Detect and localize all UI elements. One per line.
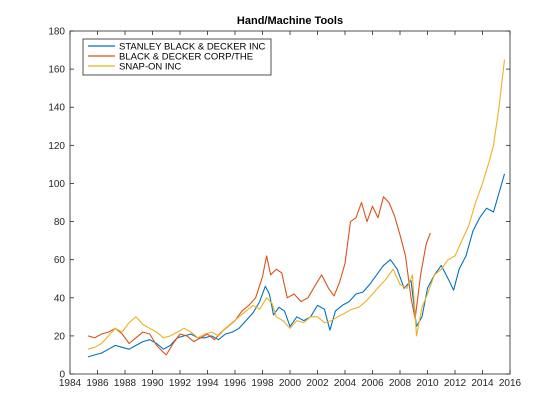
legend-label-3: SNAP-ON INC [119, 61, 181, 72]
x-tick-label: 2008 [389, 378, 412, 389]
x-tick-label: 2012 [444, 378, 467, 389]
x-tick-label: 2006 [361, 378, 384, 389]
x-tick-label: 1986 [86, 378, 109, 389]
x-tick-label: 1994 [196, 378, 219, 389]
x-tick-label: 1990 [141, 378, 164, 389]
y-tick-label: 60 [54, 255, 66, 266]
plot-area-frame [69, 30, 511, 375]
y-tick-label: 20 [54, 331, 66, 342]
x-tick-label: 2002 [306, 378, 329, 389]
x-tick-label: 1988 [114, 378, 137, 389]
y-tick-label: 100 [48, 179, 65, 190]
x-tick-label: 2016 [499, 378, 522, 389]
x-tick-label: 2000 [279, 378, 302, 389]
y-tick-label: 160 [48, 65, 65, 76]
chart-title: Hand/Machine Tools [237, 15, 343, 27]
y-tick-label: 180 [48, 27, 65, 38]
y-tick-label: 80 [54, 217, 66, 228]
y-tick-label: 0 [59, 370, 65, 381]
axes-group: 1984 1986 1988 1990 1992 1994 1996 1998 2000 2002… [48, 27, 521, 390]
x-tick-label: 2010 [416, 378, 439, 389]
y-tick-label: 40 [54, 293, 66, 304]
y-tick-label: 140 [48, 103, 65, 114]
y-tick-label: 120 [48, 141, 65, 152]
x-tick-label: 1998 [251, 378, 274, 389]
series-line-3 [87, 59, 506, 350]
legend-label-1: STANLEY BLACK & DECKER INC [119, 41, 266, 52]
legend-box [82, 38, 272, 76]
x-tick-label: 1984 [59, 378, 82, 389]
series-group [87, 59, 506, 358]
series-line-2 [87, 196, 431, 356]
x-tick-label: 1992 [169, 378, 192, 389]
x-tick-label: 2004 [334, 378, 357, 389]
legend-label-2: BLACK & DECKER CORP/THE [119, 51, 253, 62]
x-tick-label: 1996 [224, 378, 247, 389]
series-line-1 [87, 173, 506, 358]
x-tick-label: 2014 [471, 378, 494, 389]
